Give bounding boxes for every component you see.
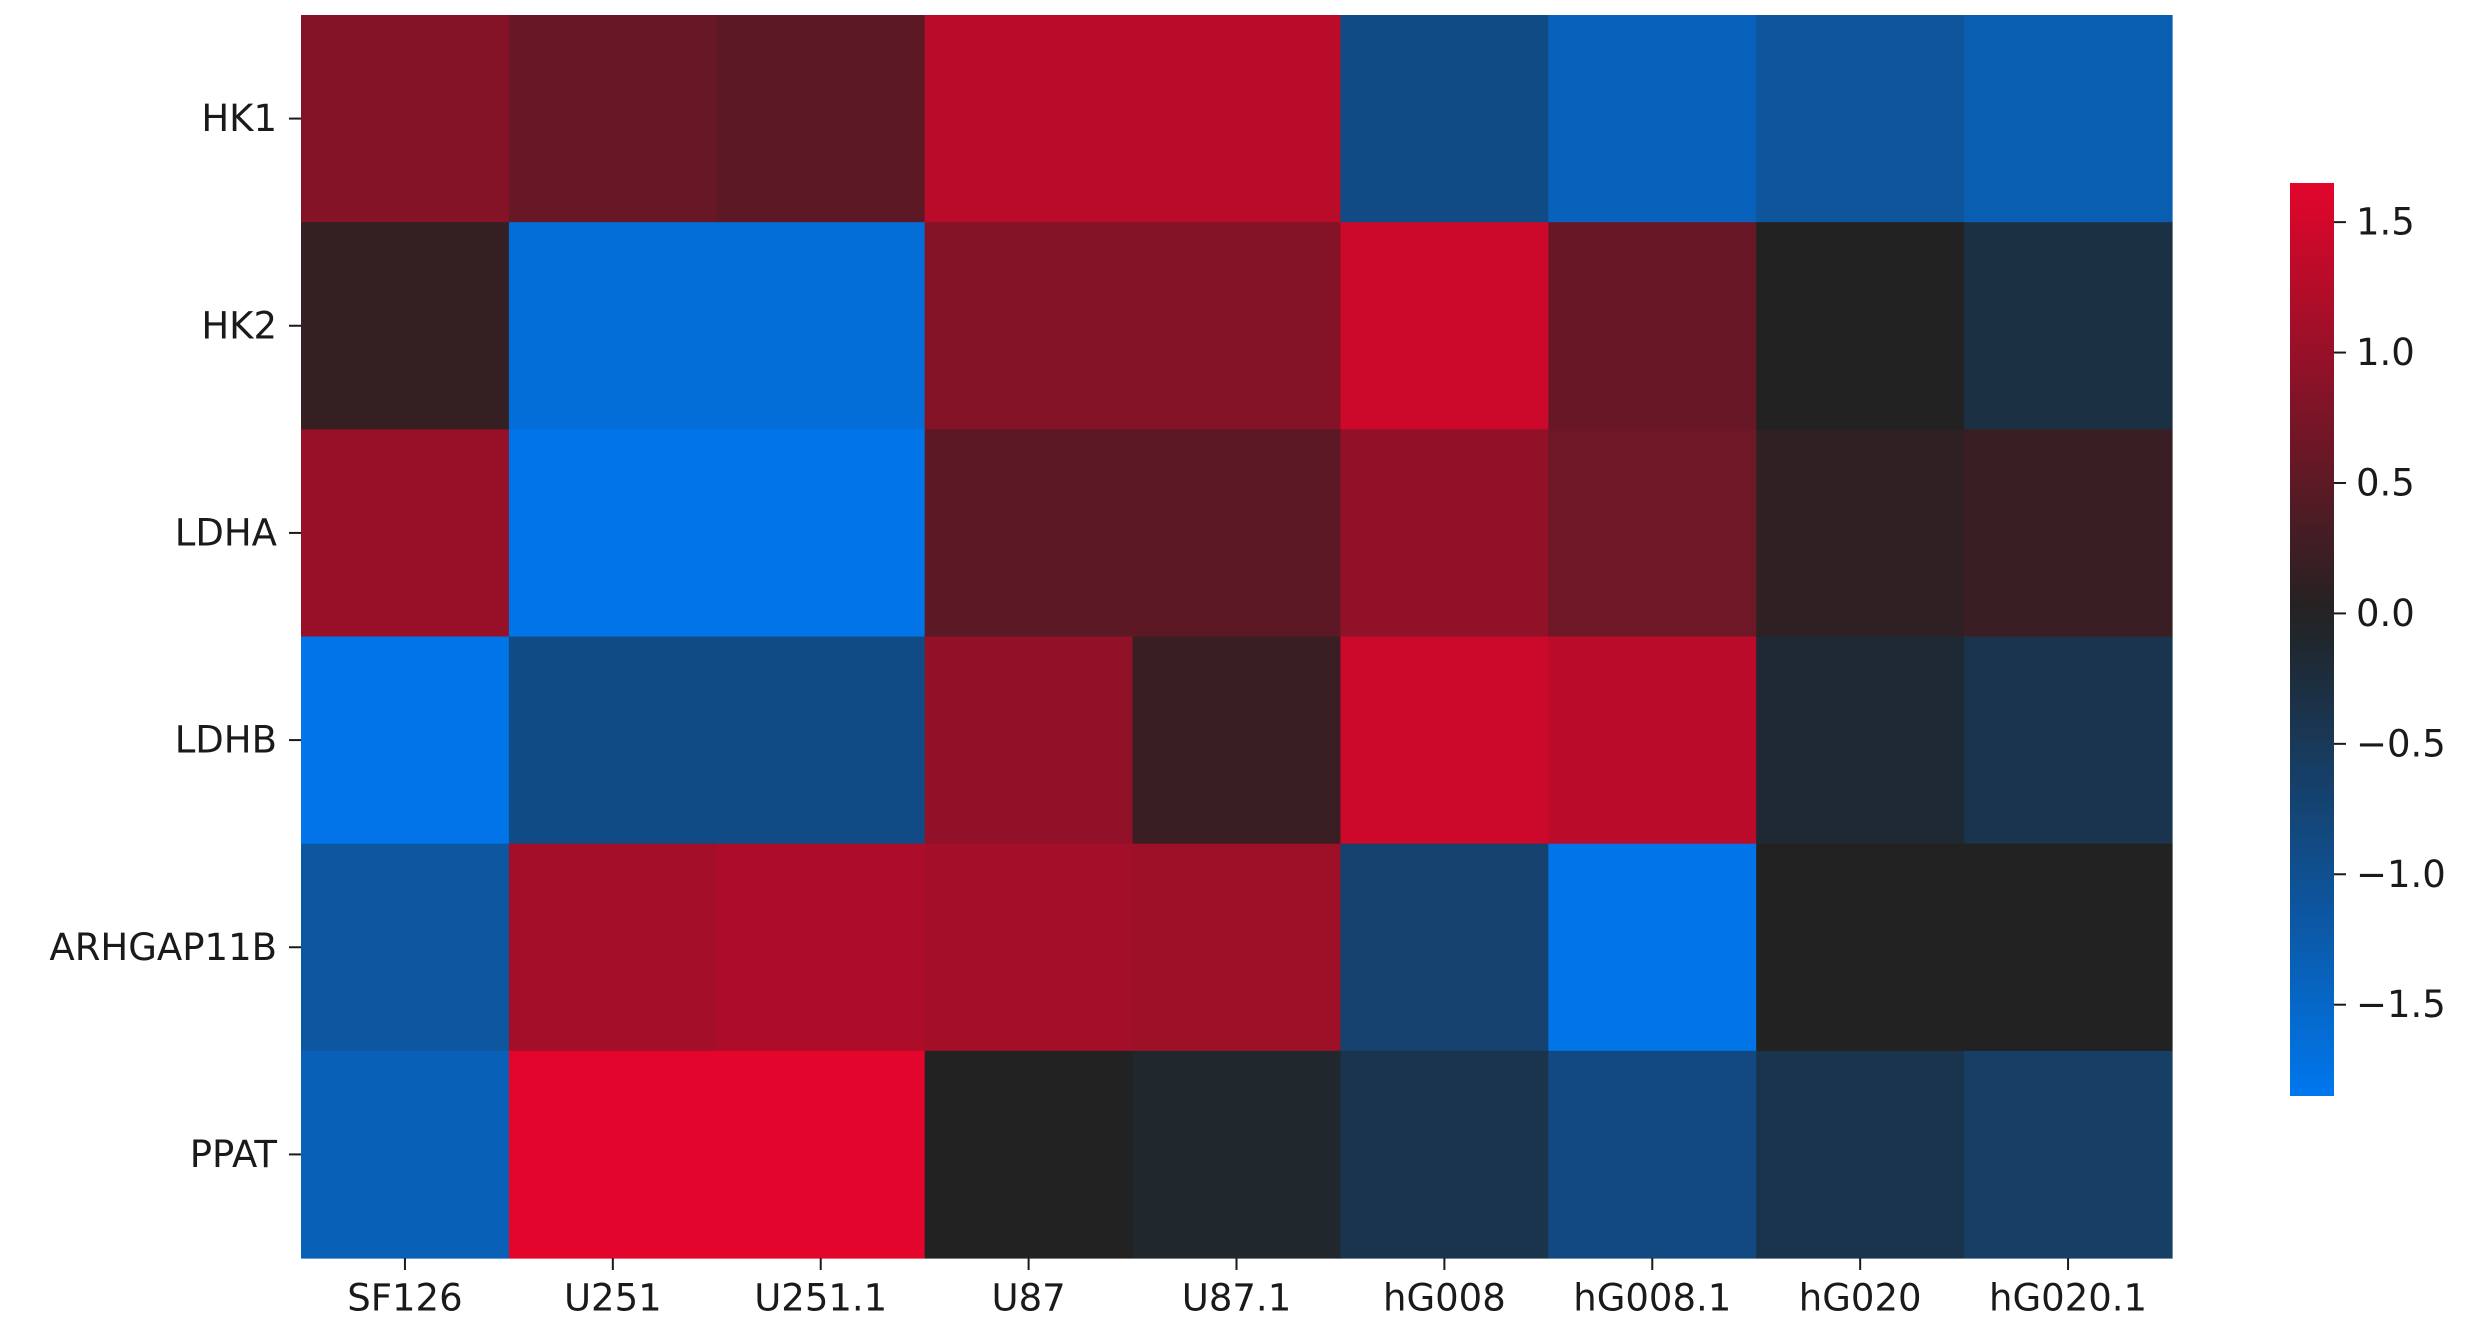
heatmap-cell: [1964, 429, 2173, 638]
colorbar-tick-label: 0.5: [2356, 461, 2415, 504]
heatmap-cell: [1548, 636, 1757, 845]
heatmap-cell: [1340, 429, 1549, 638]
heatmap-cell: [1756, 429, 1965, 638]
heatmap-cell: [508, 843, 718, 1052]
column-label: hG008: [1383, 1277, 1506, 1320]
heatmap-cell: [1132, 1050, 1342, 1259]
heatmap-cell: [1548, 1050, 1757, 1259]
heatmap-cell: [1548, 15, 1757, 223]
heatmap-cell: [1964, 843, 2173, 1052]
heatmap-cell: [716, 636, 926, 845]
heatmap-cell: [508, 1050, 718, 1259]
heatmap-cell: [1132, 636, 1342, 845]
row-label: LDHA: [175, 511, 277, 554]
column-label: SF126: [347, 1277, 462, 1320]
heatmap-cell: [301, 843, 510, 1052]
heatmap-cell: [301, 222, 510, 430]
row-label: ARHGAP11B: [49, 926, 277, 969]
colorbar-tick-label: −1.5: [2356, 983, 2446, 1026]
colorbar-tick-label: −1.0: [2356, 853, 2446, 896]
column-label: U87: [992, 1277, 1066, 1320]
heatmap-cell: [716, 15, 926, 223]
heatmap-cell: [1548, 222, 1757, 430]
colorbar: 1.5 1.0 0.5 0.0 −0.5 −1.0 −1.5: [2290, 183, 2446, 1096]
row-label: HK1: [201, 97, 277, 140]
heatmap-cell: [1964, 1050, 2173, 1259]
heatmap-cell: [1340, 843, 1549, 1052]
heatmap-cell: [1964, 15, 2173, 223]
heatmap-cell: [508, 429, 718, 638]
heatmap-cell: [1340, 636, 1549, 845]
heatmap-cell: [924, 222, 1134, 430]
heatmap-cell: [1964, 636, 2173, 845]
heatmap-cell: [1548, 429, 1757, 638]
row-labels: HK1 HK2 LDHA LDHB ARHGAP11B PPAT: [49, 97, 301, 1176]
row-label: PPAT: [190, 1133, 278, 1176]
heatmap-cell: [716, 1050, 926, 1259]
heatmap-cell: [1340, 222, 1549, 430]
colorbar-tick-label: 0.0: [2356, 592, 2415, 635]
heatmap-cell: [1756, 636, 1965, 845]
heatmap-cell: [1132, 15, 1342, 223]
colorbar-tick-label: 1.0: [2356, 331, 2415, 374]
heatmap-cell: [1340, 1050, 1549, 1259]
column-label: U251.1: [754, 1277, 887, 1320]
heatmap-cell: [1132, 843, 1342, 1052]
heatmap-cell: [716, 429, 926, 638]
heatmap-cell: [924, 429, 1134, 638]
heatmap-cell: [1132, 429, 1342, 638]
heatmap-cell: [508, 636, 718, 845]
heatmap-cell: [924, 636, 1134, 845]
heatmap-cell: [716, 843, 926, 1052]
heatmap-cell: [1756, 1050, 1965, 1259]
heatmap-cell: [924, 1050, 1134, 1259]
heatmap-cell: [716, 222, 926, 430]
column-label: U251: [564, 1277, 662, 1320]
column-labels: SF126 U251 U251.1 U87 U87.1 hG008 hG008.1 hG020…: [347, 1258, 2147, 1320]
heatmap-cell: [1756, 222, 1965, 430]
heatmap-cell: [1756, 843, 1965, 1052]
heatmap-cell: [1964, 222, 2173, 430]
heatmap-cell: [1756, 15, 1965, 223]
column-label: hG008.1: [1573, 1277, 1731, 1320]
column-label: U87.1: [1182, 1277, 1291, 1320]
colorbar-tick-label: 1.5: [2356, 201, 2415, 244]
row-label: LDHB: [175, 719, 277, 762]
heatmap-cell: [924, 15, 1134, 223]
heatmap-cell: [508, 222, 718, 430]
column-label: hG020: [1799, 1277, 1922, 1320]
colorbar-tick-label: −0.5: [2356, 722, 2446, 765]
heatmap-cell: [1132, 222, 1342, 430]
heatmap-cell: [508, 15, 718, 223]
heatmap-cell: [1340, 15, 1549, 223]
column-label: hG020.1: [1989, 1277, 2147, 1320]
colorbar-gradient: [2290, 183, 2334, 1096]
heatmap-cell: [301, 636, 510, 845]
heatmap-cell: [301, 429, 510, 638]
heatmap-cells: [301, 15, 2173, 1259]
heatmap-cell: [301, 1050, 510, 1259]
heatmap-cell: [301, 15, 510, 223]
heatmap-cell: [924, 843, 1134, 1052]
heatmap-cell: [1548, 843, 1757, 1052]
row-label: HK2: [201, 304, 277, 347]
